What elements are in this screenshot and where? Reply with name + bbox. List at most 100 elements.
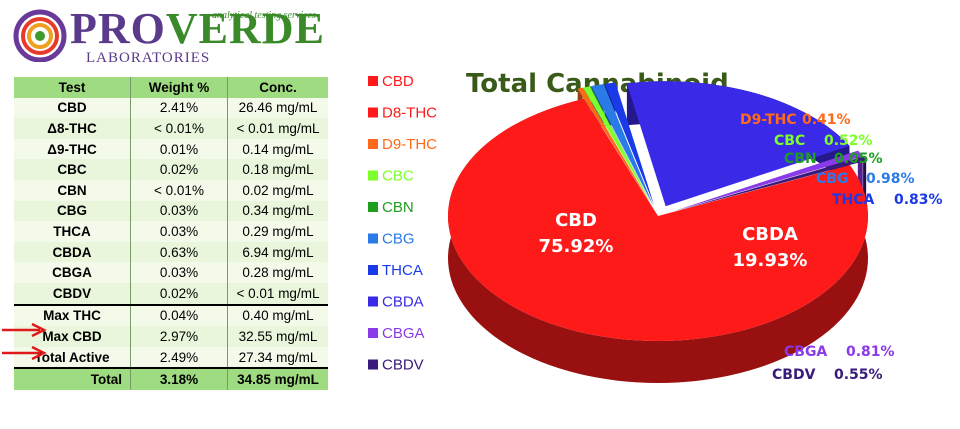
cbd-inner-name: CBD bbox=[555, 210, 597, 231]
cell-test: CBGA bbox=[14, 262, 131, 283]
cell-conc: 26.46 mg/mL bbox=[238, 100, 318, 116]
label-cbga-value: 0.81% bbox=[846, 344, 895, 360]
label-cbg-value: 0.98% bbox=[866, 171, 915, 187]
label-cbdv-value: 0.55% bbox=[834, 367, 883, 383]
pie-labels: CBD 75.92% CBDA 19.93% D9-THC 0.41% CBC 0.52% CB… bbox=[539, 112, 943, 383]
max-cbd-arrow-icon bbox=[2, 346, 47, 360]
chart-legend: CBD D8-THC D9-THC CBC CBN CBG THCA CBDA CBGA CBDV bbox=[368, 73, 437, 374]
cell-conc: 6.94 mg/mL bbox=[242, 244, 314, 260]
cell-weight: 2.49% bbox=[130, 346, 228, 369]
legend-label: CBN bbox=[382, 199, 414, 216]
legend-label: D8-THC bbox=[382, 105, 437, 122]
header-weight: Weight % bbox=[130, 77, 228, 98]
cell-test: CBN bbox=[14, 179, 131, 201]
label-cbg-name: CBG bbox=[816, 171, 848, 187]
max-thc-arrow-icon bbox=[2, 323, 47, 337]
cell-conc: 0.29 mg/mL bbox=[242, 223, 314, 239]
legend-label: THCA bbox=[382, 262, 423, 279]
label-cbc-value: 0.52% bbox=[824, 133, 873, 149]
logo-laboratories-text: LABORATORIES bbox=[86, 50, 211, 66]
legend-label: CBC bbox=[382, 168, 414, 185]
cell-test: CBC bbox=[14, 159, 131, 180]
cell-weight: 0.03% bbox=[130, 221, 228, 242]
pie-slices bbox=[448, 81, 868, 383]
cell-test: CBD bbox=[14, 97, 131, 119]
legend-swatch bbox=[368, 265, 378, 275]
table-row: THCA 0.03% 0.29 mg/mL bbox=[14, 221, 328, 242]
cell-test: CBDA bbox=[14, 241, 131, 263]
cell-weight: < 0.01% bbox=[130, 179, 228, 201]
label-cbga-name: CBGA bbox=[784, 344, 827, 360]
cell-test: THCA bbox=[14, 221, 131, 242]
header-conc: Conc. bbox=[227, 77, 328, 98]
cell-weight: 2.41% bbox=[130, 97, 228, 119]
cell-conc: 32.55 mg/mL bbox=[238, 328, 318, 344]
table-row: Max CBD 2.97% 32.55 mg/mL bbox=[14, 326, 328, 347]
legend-swatch bbox=[368, 359, 378, 370]
cell-conc: 0.02 mg/mL bbox=[242, 182, 314, 198]
legend-swatch bbox=[368, 296, 378, 307]
cell-weight: 0.04% bbox=[130, 303, 228, 327]
label-cbn-value: 0.05% bbox=[834, 151, 883, 167]
logo-tagline: analytical testing services bbox=[212, 10, 316, 21]
pie-slice-d9-thc bbox=[577, 87, 652, 206]
cell-conc: 0.28 mg/mL bbox=[242, 265, 314, 281]
table-row: CBD 2.41% 26.46 mg/mL bbox=[14, 97, 328, 119]
table-row: Δ9-THC 0.01% 0.14 mg/mL bbox=[14, 138, 328, 160]
legend-label: CBG bbox=[382, 231, 415, 248]
legend-label: CBDA bbox=[382, 294, 424, 311]
pie-slice-cbda bbox=[626, 81, 850, 207]
table-row: Total Active 2.49% 27.34 mg/mL bbox=[14, 346, 328, 369]
table-row: CBC 0.02% 0.18 mg/mL bbox=[14, 159, 328, 180]
cell-test: CBG bbox=[14, 200, 131, 222]
legend-swatch bbox=[368, 170, 378, 181]
legend-swatch bbox=[368, 139, 378, 149]
cell-test: Max THC bbox=[14, 303, 131, 327]
cell-conc: 0.18 mg/mL bbox=[242, 162, 314, 178]
cell-weight: < 0.01% bbox=[130, 118, 228, 139]
cbd-inner-value: 75.92% bbox=[539, 236, 614, 257]
pie-slice-cbdv bbox=[674, 156, 867, 212]
cell-weight: 0.02% bbox=[130, 159, 228, 180]
cell-conc: < 0.01 mg/mL bbox=[236, 120, 320, 136]
label-thca-name: THCA bbox=[832, 192, 875, 208]
legend-swatch bbox=[368, 107, 378, 118]
results-table: Test Weight % Conc. CBD 2.41% 26.46 mg/mL Δ… bbox=[14, 77, 328, 390]
cell-test: Δ8-THC bbox=[14, 118, 131, 139]
cell-test: CBDV bbox=[14, 282, 131, 305]
legend-swatch bbox=[368, 202, 378, 212]
legend-swatch bbox=[368, 328, 378, 338]
total-row: Total 3.18% 34.85 mg/mL bbox=[14, 367, 328, 390]
cell-test: Δ9-THC bbox=[14, 138, 131, 160]
cell-weight: 0.03% bbox=[130, 262, 228, 283]
legend-swatch bbox=[368, 233, 378, 244]
cell-conc: 0.34 mg/mL bbox=[242, 203, 314, 219]
table-row: CBDA 0.63% 6.94 mg/mL bbox=[14, 241, 328, 263]
legend-label: D9-THC bbox=[382, 136, 437, 153]
label-d9-thc-name: D9-THC bbox=[740, 112, 797, 128]
legend-label: CBDV bbox=[382, 357, 424, 374]
cannabinoid-pie-chart: Total Cannabinoid CBDD8-THCD9-THCCBCCBNC… bbox=[368, 69, 943, 383]
legend-swatch bbox=[368, 76, 378, 86]
cell-conc: 0.14 mg/mL bbox=[242, 141, 314, 157]
cell-weight: 2.97% bbox=[130, 326, 228, 347]
cell-weight: 0.63% bbox=[130, 241, 228, 263]
label-cbc-name: CBC bbox=[774, 133, 805, 149]
pie-slice-cbd bbox=[448, 99, 868, 341]
cbda-inner-value: 19.93% bbox=[733, 250, 808, 271]
cbda-inner-name: CBDA bbox=[742, 224, 798, 245]
table-row: Max THC 0.04% 0.40 mg/mL bbox=[14, 303, 328, 327]
label-cbdv-name: CBDV bbox=[772, 367, 816, 383]
pie-slice-cbg bbox=[591, 84, 654, 206]
label-cbn-name: CBN bbox=[784, 151, 817, 167]
table-row: CBDV 0.02% < 0.01 mg/mL bbox=[14, 282, 328, 305]
results-table-panel: Test Weight % Conc. CBD 2.41% 26.46 mg/mL Δ… bbox=[14, 77, 328, 390]
cell-weight: 0.01% bbox=[130, 138, 228, 160]
proverde-logo: PROVERDE LABORATORIES analytical testing… bbox=[12, 6, 332, 70]
label-thca-value: 0.83% bbox=[894, 192, 943, 208]
cell-weight: 0.03% bbox=[130, 200, 228, 222]
table-row: CBGA 0.03% 0.28 mg/mL bbox=[14, 262, 328, 283]
logo-verde-text: VERDE bbox=[165, 4, 325, 53]
pie-slice-thca bbox=[604, 82, 655, 206]
total-conc: 34.85 mg/mL bbox=[227, 367, 328, 390]
